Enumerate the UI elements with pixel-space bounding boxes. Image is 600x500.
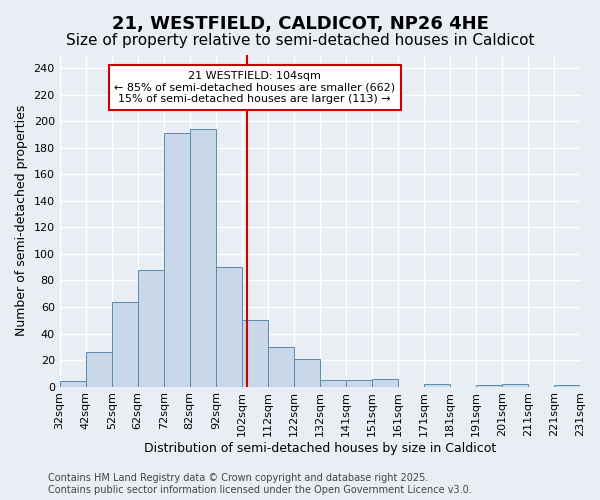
Y-axis label: Number of semi-detached properties: Number of semi-detached properties [15, 105, 28, 336]
Bar [164, 134, 190, 386]
Bar [112, 302, 138, 386]
Bar [294, 358, 320, 386]
Text: Size of property relative to semi-detached houses in Caldicot: Size of property relative to semi-detach… [66, 32, 534, 48]
Bar [320, 380, 346, 386]
Text: Contains HM Land Registry data © Crown copyright and database right 2025.
Contai: Contains HM Land Registry data © Crown c… [48, 474, 472, 495]
Bar [138, 270, 164, 386]
Bar [190, 130, 216, 386]
Bar [268, 347, 294, 387]
Bar [346, 380, 372, 386]
Bar [242, 320, 268, 386]
Bar [216, 267, 242, 386]
Bar [424, 384, 450, 386]
Bar [372, 378, 398, 386]
X-axis label: Distribution of semi-detached houses by size in Caldicot: Distribution of semi-detached houses by … [144, 442, 496, 455]
Bar [59, 382, 86, 386]
Bar [502, 384, 528, 386]
Text: 21, WESTFIELD, CALDICOT, NP26 4HE: 21, WESTFIELD, CALDICOT, NP26 4HE [112, 15, 488, 33]
Bar [86, 352, 112, 386]
Text: 21 WESTFIELD: 104sqm
← 85% of semi-detached houses are smaller (662)
15% of semi: 21 WESTFIELD: 104sqm ← 85% of semi-detac… [114, 71, 395, 104]
